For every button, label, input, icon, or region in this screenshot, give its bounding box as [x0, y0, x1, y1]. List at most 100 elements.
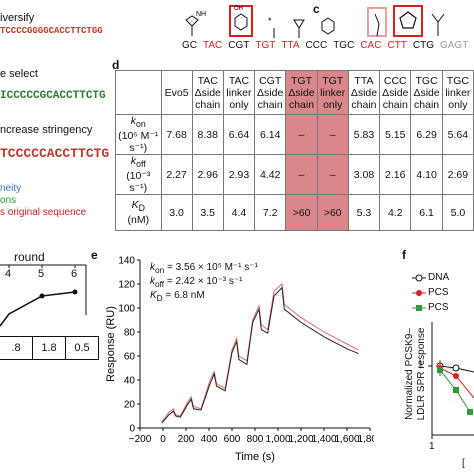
koff-annotation: koff = 2.42 × 10⁻³ s⁻¹ — [150, 276, 243, 289]
table-cell: – — [285, 154, 318, 196]
legend-label-pcs-1: PCS — [428, 287, 449, 298]
table-cell: 2.96 — [191, 154, 224, 196]
row-label: koff (10⁻³ s⁻¹) — [115, 154, 162, 196]
table-header-row: Evo5 TAC Δside chain TAC linker only CGT… — [115, 70, 474, 115]
kd-value: = 6.8 nM — [165, 290, 205, 301]
header-cell: CCC Δside chain — [379, 70, 412, 115]
codon-ctt: CTT — [387, 40, 407, 51]
header-cell: TTA Δside chain — [347, 70, 381, 115]
header-cell: TAC Δside chain — [191, 70, 224, 115]
table-cell: 6.1 — [410, 194, 443, 232]
y-tick-label: 40 — [124, 376, 136, 387]
codon-sequence: GC TAC CGT TGT TTA CCC TGC CAC CTT CTG GAGT — [182, 40, 474, 51]
sequence-logo-3: TCCCCCACCTTCTG — [0, 146, 110, 161]
y-tick-label: 0 — [129, 424, 135, 435]
legend-marker-red-circle — [416, 290, 422, 296]
header-cell: TGC Δside chain — [410, 70, 443, 115]
x-tick-label: 1,800 — [357, 434, 374, 445]
kon-value: = 3.56 × 10⁵ M⁻¹ s⁻¹ — [167, 262, 258, 273]
row-unit: (10⁵ M⁻¹ s⁻¹) — [118, 130, 159, 155]
table-cell: 4.2 — [379, 194, 412, 232]
data-point — [453, 387, 459, 393]
header-cell: TGT Δside chain — [285, 70, 318, 115]
x-tick-label: 1,200 — [288, 434, 313, 445]
codon-ctg: CTG — [412, 40, 434, 51]
x-tick-label: 800 — [247, 434, 264, 445]
table-cell: 4.42 — [254, 154, 287, 196]
panel-e-letter: e — [91, 248, 98, 262]
table-cell: 7.68 — [160, 113, 193, 156]
y-tick-label: 120 — [118, 280, 135, 291]
table-cell: 3.0 — [160, 194, 193, 232]
y-axis-label: Response (RU) — [105, 306, 117, 382]
legend-label-pcs-2: PCS — [428, 302, 449, 313]
x-tick-label: 1,600 — [334, 434, 359, 445]
table-cell: 8.38 — [191, 113, 224, 156]
x-tick-label: 600 — [224, 434, 241, 445]
table-cell: 6.64 — [222, 113, 256, 156]
star-label: * — [268, 16, 272, 26]
table-cell: 5.64 — [441, 113, 474, 156]
header-cell: Evo5 — [160, 70, 193, 115]
header-cell: TAC linker only — [222, 70, 256, 115]
ylabel-line-2: LDLR SPR response — [416, 327, 427, 421]
header-cell: TGC linker only — [441, 70, 474, 115]
data-point — [452, 364, 460, 372]
round-point — [72, 289, 78, 295]
data-point — [453, 373, 459, 379]
nh-label: NH — [196, 11, 206, 18]
header-cell: TGT linker only — [316, 70, 349, 115]
y-tick-label: 140 — [118, 256, 135, 267]
round-cell: .8 — [0, 337, 33, 359]
x-axis-label: Time (s) — [235, 451, 275, 463]
codon-tta: TTA — [281, 40, 300, 51]
table-cell: 4.10 — [410, 154, 443, 196]
series-line-2 — [161, 286, 359, 424]
x-tick-label: −200 — [129, 434, 152, 445]
tgt-highlight-box — [229, 5, 253, 37]
oh-label: OH — [234, 6, 243, 12]
codon-side-chain-structures: NH OH * — [185, 5, 445, 38]
row-label: KD (nM) — [115, 194, 162, 232]
data-point — [437, 367, 443, 373]
legend-marker-open-circle — [415, 274, 423, 282]
panel-d-letter: d — [112, 58, 120, 72]
kon-annotation: kon = 3.56 × 10⁵ M⁻¹ s⁻¹ — [150, 262, 258, 275]
ylabel-line-1: Normalized PCSK9– — [404, 328, 415, 420]
x-tick-label: 400 — [201, 434, 218, 445]
table-cell: 5.15 — [379, 113, 412, 156]
table-cell: 2.27 — [160, 154, 193, 196]
panel-c-letter: c — [313, 2, 320, 16]
table-cell: 3.5 — [191, 194, 224, 232]
table-cell: 2.16 — [379, 154, 412, 196]
table-cell: 5.3 — [347, 194, 381, 232]
amidine-structure — [185, 15, 199, 36]
kd-annotation: KD = 6.8 nM — [150, 290, 205, 303]
legend-heterogeneity: neity — [0, 183, 22, 194]
codon-tgc: TGC — [333, 40, 355, 51]
round-trend-line — [0, 291, 76, 327]
table-cell: – — [316, 113, 349, 156]
table-cell: 5.83 — [347, 113, 381, 156]
cyclopropyl — [293, 19, 305, 29]
cac-highlight-box — [367, 7, 387, 37]
table-row-kon: kon (10⁵ M⁻¹ s⁻¹) 7.68 8.38 6.64 6.14 – –… — [115, 113, 474, 156]
table-cell: 2.69 — [441, 154, 474, 196]
panel-f-letter: f — [402, 248, 406, 262]
table-cell: 6.14 — [254, 113, 287, 156]
header-cell — [115, 70, 162, 115]
codon-cac: CAC — [360, 40, 382, 51]
codon-ccc: CCC — [305, 40, 328, 51]
codon-tac: TAC — [203, 40, 223, 51]
legend-mutations: ons — [0, 195, 17, 206]
y-tick-label: 20 — [124, 400, 136, 411]
table-cell: 3.08 — [347, 154, 381, 196]
data-point — [467, 409, 473, 415]
round-plot — [0, 264, 87, 327]
x-tick-label: 1,000 — [265, 434, 290, 445]
round-tick-6: 6 — [71, 268, 78, 280]
sequence-logo-1: TCCCCGGGGCACCTTCTGG — [0, 26, 103, 36]
step-select: e select — [0, 68, 38, 80]
x-tick-right: [ — [462, 458, 465, 469]
